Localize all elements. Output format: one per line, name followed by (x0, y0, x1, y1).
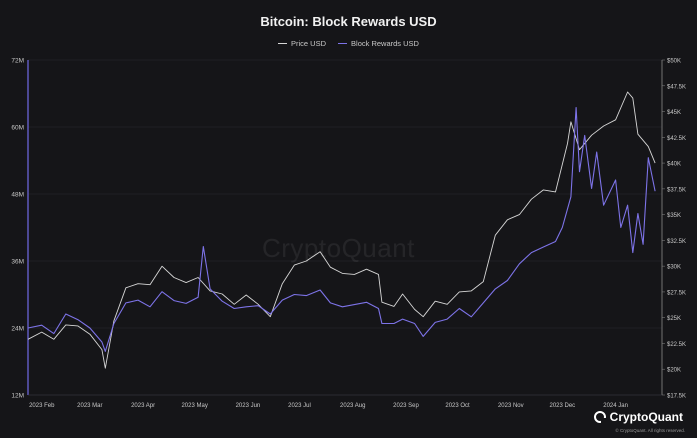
x-tick-label: 2023 May (181, 403, 207, 409)
y2-tick-label: $35K (667, 213, 681, 219)
x-tick-label: 2023 Jun (236, 403, 261, 409)
y2-tick-label: $22.5K (667, 342, 686, 348)
legend-swatch-block-rewards (338, 42, 348, 45)
y2-tick-label: $17.5K (667, 394, 686, 400)
y2-tick-label: $27.5K (667, 290, 686, 296)
x-tick-label: 2023 Nov (498, 403, 524, 409)
y-tick-label: 60M (11, 125, 24, 132)
x-tick-label: 2023 Sep (393, 403, 419, 409)
y-tick-label: 12M (11, 393, 24, 400)
y2-tick-label: $30K (667, 265, 681, 271)
y2-tick-label: $50K (667, 59, 681, 65)
cryptoquant-logo-icon (593, 411, 606, 423)
chart-legend: Price USD Block Rewards USD (0, 39, 697, 48)
cryptoquant-logo: CryptoQuant (593, 410, 683, 424)
y-tick-label: 24M (11, 326, 24, 333)
y2-tick-label: $47.5K (667, 84, 686, 90)
y2-tick-label: $37.5K (667, 187, 686, 193)
x-tick-label: 2023 Oct (445, 403, 470, 409)
x-tick-label: 2023 Apr (131, 403, 155, 409)
y-tick-label: 72M (11, 58, 24, 65)
x-tick-label: 2023 Feb (29, 403, 55, 409)
y-tick-label: 36M (11, 259, 24, 266)
legend-swatch-price (278, 42, 288, 45)
series-line-block-rewards-usd (27, 106, 656, 352)
logo-text: CryptoQuant (609, 410, 683, 424)
x-tick-label: 2023 Aug (340, 403, 365, 409)
legend-label-price: Price USD (291, 39, 327, 48)
legend-label-block-rewards: Block Rewards USD (351, 39, 419, 48)
y2-tick-label: $42.5K (667, 136, 686, 142)
x-tick-label: 2023 Jul (288, 403, 311, 409)
chart-title: Bitcoin: Block Rewards USD (260, 14, 437, 29)
y-tick-label: 48M (11, 192, 24, 199)
y2-tick-label: $25K (667, 316, 681, 322)
y2-tick-label: $20K (667, 368, 681, 374)
legend-item-price[interactable]: Price USD (278, 39, 326, 48)
x-tick-label: 2024 Jan (603, 403, 628, 409)
y2-tick-label: $40K (667, 162, 681, 168)
x-tick-label: 2023 Dec (550, 403, 576, 409)
y2-tick-label: $32.5K (667, 239, 686, 245)
copyright-text: © CryptoQuant. All rights reserved. (615, 428, 685, 433)
legend-item-block-rewards[interactable]: Block Rewards USD (338, 39, 419, 48)
x-tick-label: 2023 Mar (77, 403, 102, 409)
series-line-price-usd (27, 91, 656, 369)
y2-tick-label: $45K (667, 110, 681, 116)
